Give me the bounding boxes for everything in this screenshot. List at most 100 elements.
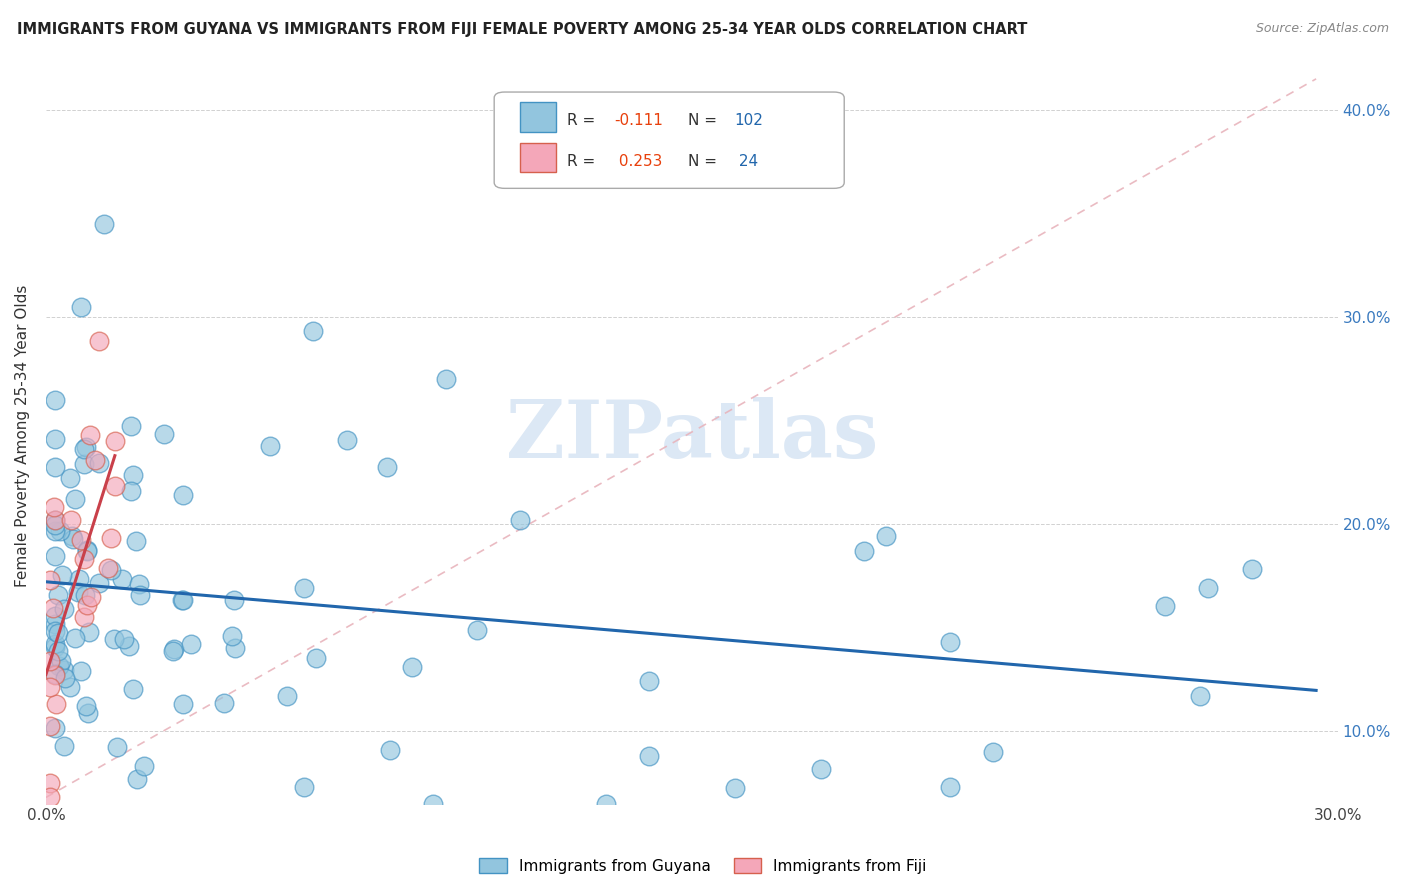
Point [810,762,832,776]
Point [939,635,962,649]
Point [44,513,66,527]
Point [128,577,150,591]
Point [80,590,103,604]
Point [46,644,69,658]
Point [1240,562,1263,576]
Point [76,706,98,721]
Point [52,601,75,615]
Point [79,427,101,442]
Point [172,697,194,711]
Point [53,663,76,677]
Point [63,491,86,506]
Y-axis label: Female Poverty Among 25-34 Year Olds: Female Poverty Among 25-34 Year Olds [15,285,30,587]
Point [224,640,246,655]
Point [100,563,122,577]
Point [44,608,66,623]
Point [77,625,100,640]
Point [44,637,66,651]
Point [128,588,150,602]
Text: 0.253: 0.253 [614,154,662,169]
Text: 24: 24 [734,154,759,169]
Text: IMMIGRANTS FROM GUYANA VS IMMIGRANTS FROM FIJI FEMALE POVERTY AMONG 25-34 YEAR O: IMMIGRANTS FROM GUYANA VS IMMIGRANTS FRO… [17,22,1028,37]
Point [100,532,122,546]
Point [276,690,298,704]
Point [105,739,128,754]
Text: -0.111: -0.111 [614,113,664,128]
Point [122,467,145,482]
Point [172,592,194,607]
Text: 102: 102 [734,113,763,128]
Point [44,432,66,446]
Text: Source: ZipAtlas.com: Source: ZipAtlas.com [1256,22,1389,36]
Point [46,588,69,602]
Point [73,609,96,624]
Point [1188,689,1211,703]
Point [44,500,66,515]
Point [162,644,184,658]
Point [724,780,747,795]
Point [49,654,72,668]
Point [292,581,315,595]
Point [70,664,93,678]
Point [118,639,141,653]
Point [224,593,246,607]
Point [44,616,66,631]
Point [120,418,142,433]
Point [87,456,110,470]
Point [52,739,75,753]
Point [259,439,281,453]
Point [336,433,359,447]
Point [76,544,98,558]
Point [67,573,90,587]
Point [84,452,107,467]
Point [172,593,194,607]
Point [104,479,127,493]
Point [70,533,93,547]
Point [87,334,110,349]
Point [44,549,66,563]
Point [67,584,90,599]
Point [939,780,962,794]
Point [112,632,135,646]
Point [49,524,72,538]
Point [44,393,66,408]
Point [59,680,82,694]
Point [48,659,70,673]
Point [1154,599,1177,613]
Text: N =: N = [688,154,721,169]
Point [434,372,457,386]
Point [53,671,76,685]
Point [111,572,134,586]
Point [73,551,96,566]
Point [39,776,62,790]
Point [125,534,148,549]
Point [134,759,156,773]
Text: R =: R = [567,113,599,128]
Legend: Immigrants from Guyana, Immigrants from Fiji: Immigrants from Guyana, Immigrants from … [472,852,934,880]
Point [59,471,82,485]
Point [39,790,62,805]
Point [162,642,184,657]
Point [44,640,66,654]
Point [103,632,125,646]
Point [44,518,66,533]
Point [380,743,402,757]
Point [75,440,97,454]
Point [304,651,326,665]
Point [69,300,91,314]
Point [172,488,194,502]
Point [44,624,66,639]
Point [637,674,659,689]
Point [51,568,73,582]
Point [39,655,62,669]
Text: ZIPatlas: ZIPatlas [506,397,877,475]
Point [302,325,325,339]
Point [89,576,111,591]
Point [422,797,444,811]
Point [875,529,897,543]
Point [76,598,98,612]
Point [39,719,62,733]
Point [44,666,66,681]
Point [76,543,98,558]
Point [75,699,97,714]
